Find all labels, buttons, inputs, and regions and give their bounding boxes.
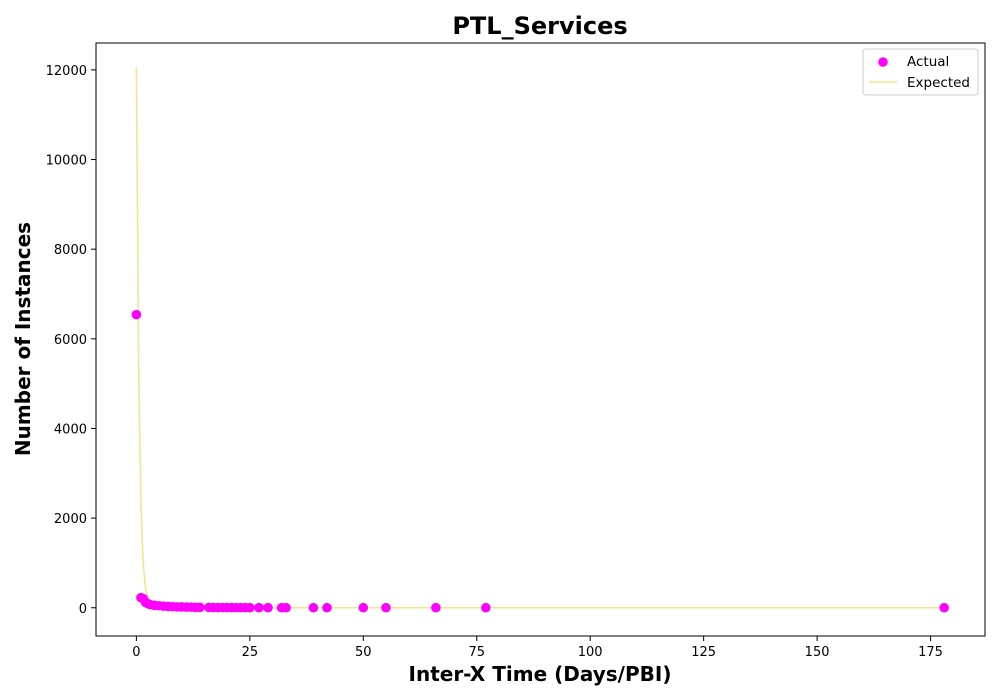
y-tick-label: 12000 (46, 64, 87, 79)
data-point-actual (245, 602, 255, 613)
data-point-actual (381, 602, 391, 613)
series-points-actual (131, 309, 949, 613)
x-axis: 0 25 50 75 100 125 150 175 (132, 636, 943, 660)
data-point-actual (195, 602, 205, 613)
x-tick-label: 150 (805, 645, 830, 660)
y-tick-label: 0 (79, 602, 87, 617)
data-point-actual (358, 602, 369, 613)
chart-title: PTL_Services (452, 12, 627, 40)
y-tick-label: 4000 (54, 422, 87, 437)
legend-label-actual: Actual (907, 54, 949, 70)
x-tick-label: 100 (578, 645, 603, 660)
x-axis-title: Inter-X Time (Days/PBI) (409, 662, 672, 686)
y-tick-label: 8000 (54, 243, 87, 258)
legend-marker-actual (878, 57, 888, 67)
data-point-actual (263, 602, 273, 613)
data-point-actual (308, 602, 319, 613)
x-tick-label: 50 (355, 645, 372, 660)
y-tick-label: 10000 (46, 154, 87, 169)
data-point-actual (254, 602, 264, 613)
y-tick-label: 2000 (54, 512, 87, 527)
data-point-actual (939, 602, 949, 613)
y-tick-label: 6000 (54, 333, 87, 348)
y-axis-title: Number of Instances (11, 222, 35, 456)
legend-box (862, 48, 979, 96)
data-point-actual (322, 602, 332, 613)
data-point-actual (131, 309, 142, 320)
data-point-actual (431, 602, 441, 613)
data-point-actual (281, 602, 291, 613)
x-tick-label: 25 (242, 645, 259, 660)
x-tick-label: 0 (132, 645, 140, 660)
x-tick-label: 75 (468, 645, 485, 660)
plot-frame (95, 42, 986, 637)
data-point-actual (481, 602, 491, 613)
y-axis: 0 2000 4000 6000 8000 10000 12000 (46, 64, 96, 617)
x-tick-label: 175 (918, 645, 943, 660)
legend: Actual Expected (862, 48, 979, 96)
series-line-expected (135, 67, 945, 609)
x-tick-label: 125 (691, 645, 716, 660)
legend-label-expected: Expected (907, 75, 970, 91)
